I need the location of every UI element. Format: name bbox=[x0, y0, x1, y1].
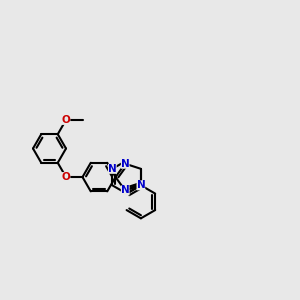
Text: N: N bbox=[136, 180, 145, 190]
Text: N: N bbox=[121, 159, 130, 169]
Text: N: N bbox=[121, 185, 130, 195]
Text: N: N bbox=[108, 164, 117, 174]
Text: O: O bbox=[61, 115, 70, 125]
Text: O: O bbox=[61, 172, 70, 182]
